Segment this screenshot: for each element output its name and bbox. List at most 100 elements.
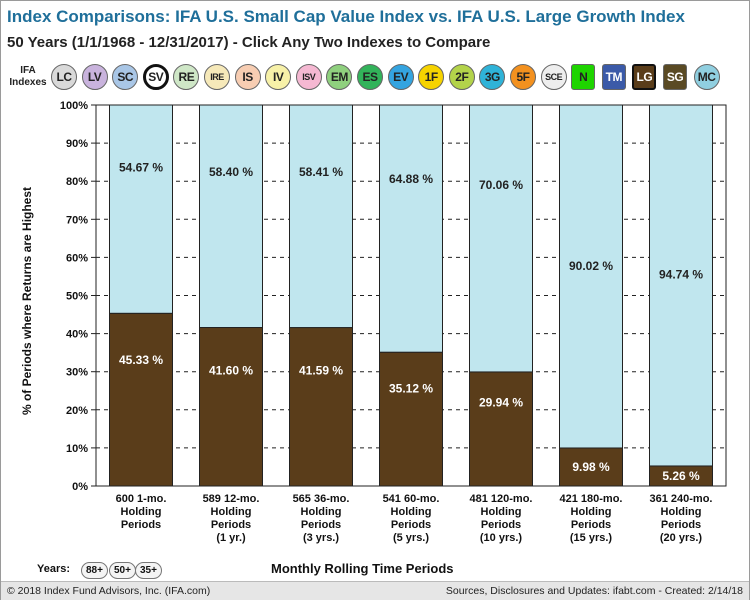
x-tick-label: (1 yr.): [216, 532, 246, 544]
chart-title: Index Comparisons: IFA U.S. Small Cap Va…: [7, 7, 685, 26]
index-button-tm[interactable]: TM: [601, 64, 626, 90]
years-88-button[interactable]: 88+: [81, 562, 108, 579]
x-tick-label: (10 yrs.): [480, 532, 523, 544]
index-button-ev[interactable]: EV: [387, 64, 414, 90]
x-tick-label: Periods: [661, 519, 701, 531]
bar-segment: [559, 447, 623, 487]
y-tick-label: 10%: [66, 443, 88, 455]
index-button-lg[interactable]: LG: [632, 64, 657, 90]
x-axis-label: Monthly Rolling Time Periods: [271, 561, 454, 576]
x-tick-label: 361 240-mo.: [650, 493, 713, 505]
x-tick-label: 589 12-mo.: [203, 493, 260, 505]
ifa-indexes-label: IFA Indexes: [9, 65, 47, 89]
years-35-button[interactable]: 35+: [135, 562, 162, 579]
index-button-isv[interactable]: ISV: [295, 64, 322, 90]
x-tick-label: Holding: [121, 506, 162, 518]
bar-segment: [559, 104, 623, 449]
data-label: 90.02 %: [569, 259, 613, 273]
bar-segment: [379, 351, 443, 487]
x-tick-label: Periods: [571, 519, 611, 531]
chart-subtitle: 50 Years (1/1/1968 - 12/31/2017) - Click…: [7, 34, 491, 51]
index-button-em[interactable]: EM: [326, 64, 353, 90]
x-tick-label: Holding: [571, 506, 612, 518]
y-tick-label: 30%: [66, 367, 88, 379]
y-tick-label: 0%: [72, 481, 88, 493]
index-selector-row: LC LV SC SV RE IRE IS IV ISV EM ES EV 1F 2F 3G 5F SCE N TM…: [1, 64, 750, 91]
bar-segment: [379, 104, 443, 353]
x-tick-label: (3 yrs.): [303, 532, 339, 544]
bar-segment: [469, 104, 533, 373]
index-button-sv[interactable]: SV: [142, 64, 169, 90]
y-tick-label: 90%: [66, 138, 88, 150]
index-button-5f[interactable]: 5F: [510, 64, 536, 90]
index-button-n[interactable]: N: [571, 64, 596, 90]
footer-copyright: © 2018 Index Fund Advisors, Inc. (IFA.co…: [7, 585, 211, 597]
x-tick-label: 481 120-mo.: [470, 493, 533, 505]
index-button-3g[interactable]: 3G: [479, 64, 506, 90]
data-label: 41.60 %: [209, 363, 253, 377]
index-button-1f[interactable]: 1F: [418, 64, 445, 90]
x-tick-label: Periods: [481, 519, 521, 531]
x-tick-label: 565 36-mo.: [293, 493, 350, 505]
x-tick-label: Holding: [211, 506, 252, 518]
data-label: 64.88 %: [389, 172, 433, 186]
x-tick-label: Periods: [391, 519, 431, 531]
bar-segment: [469, 371, 533, 487]
index-button-lc[interactable]: LC: [51, 64, 77, 90]
data-label: 9.98 %: [572, 460, 610, 474]
x-tick-label: 421 180-mo.: [560, 493, 623, 505]
y-tick-label: 60%: [66, 252, 88, 264]
footer-bar: © 2018 Index Fund Advisors, Inc. (IFA.co…: [1, 581, 749, 600]
x-tick-label: Holding: [661, 506, 702, 518]
bar-segment: [649, 104, 713, 467]
index-button-iv[interactable]: IV: [265, 64, 292, 90]
index-button-lv[interactable]: LV: [81, 64, 108, 90]
footer-sources: Sources, Disclosures and Updates: ifabt.…: [445, 585, 743, 597]
years-label: Years:: [37, 563, 71, 575]
years-50-button[interactable]: 50+: [109, 562, 136, 579]
x-tick-label: Periods: [301, 519, 341, 531]
bar-segment: [109, 312, 173, 487]
x-tick-label: Holding: [481, 506, 522, 518]
data-label: 29.94 %: [479, 396, 523, 410]
index-button-sce[interactable]: SCE: [540, 64, 567, 90]
bar-segment: [289, 327, 353, 487]
index-button-2f[interactable]: 2F: [448, 64, 475, 90]
index-button-sc[interactable]: SC: [112, 64, 139, 90]
index-button-mc[interactable]: MC: [693, 64, 720, 90]
x-tick-label: Holding: [391, 506, 432, 518]
bar-segment: [199, 327, 263, 487]
y-tick-label: 40%: [66, 329, 88, 341]
x-tick-label: 541 60-mo.: [383, 493, 440, 505]
index-button-is[interactable]: IS: [234, 64, 261, 90]
data-label: 45.33 %: [119, 353, 163, 367]
x-tick-label: Holding: [301, 506, 342, 518]
y-tick-label: 100%: [60, 100, 88, 112]
x-tick-label: Periods: [211, 519, 251, 531]
data-label: 35.12 %: [389, 381, 433, 395]
data-label: 41.59 %: [299, 363, 343, 377]
index-button-sg[interactable]: SG: [663, 64, 687, 90]
x-tick-label: (5 yrs.): [393, 532, 429, 544]
bar-segment: [199, 104, 263, 329]
index-button-ire[interactable]: IRE: [204, 64, 230, 90]
data-label: 94.74 %: [659, 268, 703, 282]
y-tick-label: 20%: [66, 405, 88, 417]
x-tick-label: Periods: [121, 519, 161, 531]
ifa-label-line2: Indexes: [9, 77, 47, 88]
data-label: 54.67 %: [119, 160, 163, 174]
index-button-es[interactable]: ES: [357, 64, 383, 90]
x-tick-label: (20 yrs.): [660, 532, 703, 544]
y-tick-label: 70%: [66, 214, 88, 226]
index-button-re[interactable]: RE: [173, 64, 200, 90]
data-label: 70.06 %: [479, 178, 523, 192]
ifa-label-line1: IFA: [20, 65, 36, 76]
x-tick-label: 600 1-mo.: [116, 493, 167, 505]
y-tick-label: 50%: [66, 291, 88, 303]
x-tick-label: (15 yrs.): [570, 532, 613, 544]
y-tick-label: 80%: [66, 176, 88, 188]
bar-segment: [109, 104, 173, 314]
data-label: 58.40 %: [209, 165, 253, 179]
